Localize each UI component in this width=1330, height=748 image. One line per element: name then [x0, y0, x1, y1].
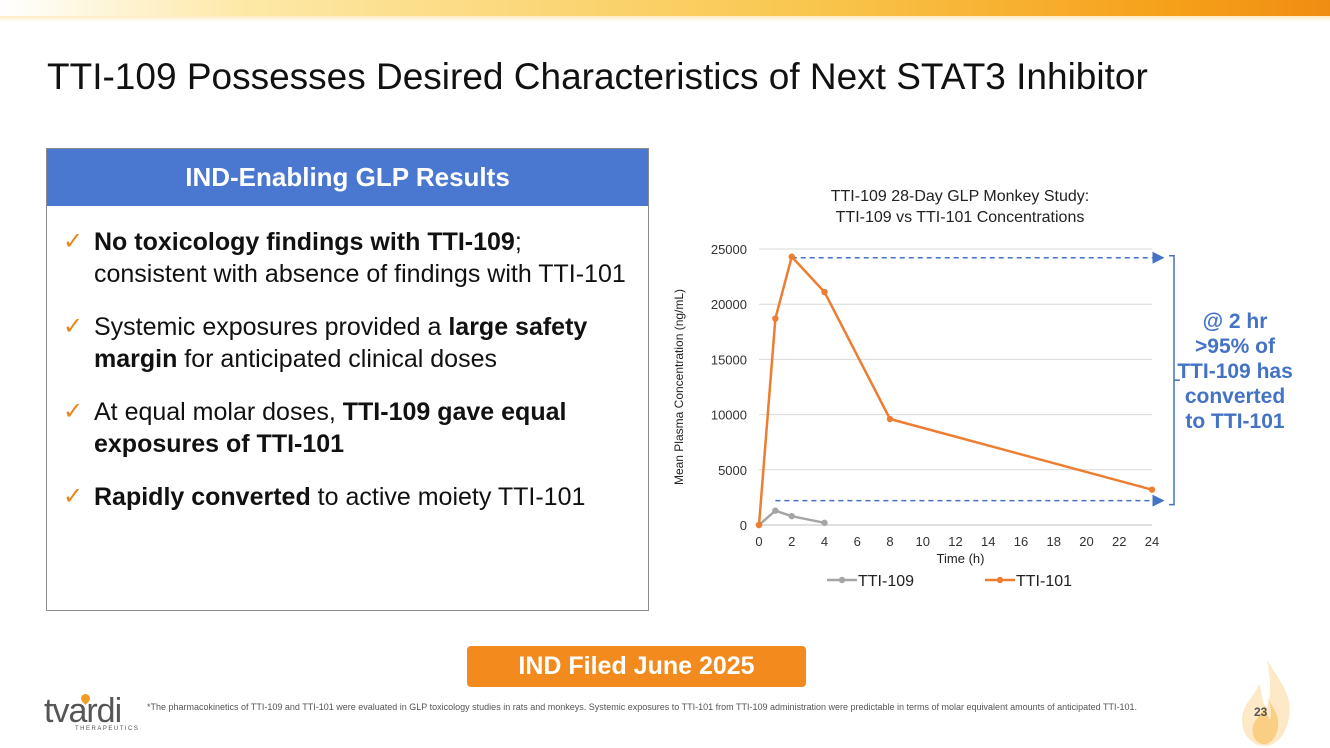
bullet-list: ✓ No toxicology findings with TTI-109; co…	[47, 206, 648, 513]
conversion-callout: @ 2 hr >95% of TTI-109 has converted to …	[1177, 310, 1293, 433]
ind-filed-banner: IND Filed June 2025	[467, 646, 806, 687]
y-tick-label: 0	[740, 518, 747, 533]
series-line-tti-101	[757, 255, 1153, 526]
y-tick-label: 25000	[711, 242, 747, 257]
bullet-text: for anticipated clinical doses	[177, 345, 497, 373]
data-point-tti-109	[788, 512, 795, 520]
y-tick-label: 20000	[711, 297, 747, 312]
bullet-text-bold: No toxicology findings with TTI-109	[94, 228, 515, 256]
top-gradient-band	[0, 0, 1330, 16]
bullet-text-bold: large safety margin	[94, 313, 588, 373]
checkmark-icon: ✓	[63, 313, 84, 340]
checkmark-icon: ✓	[63, 483, 84, 510]
x-tick-label: 14	[981, 534, 995, 549]
bullet-text: Systemic exposures provided a	[94, 313, 449, 341]
bullet-item: ✓ Systemic exposures provided a large saf…	[61, 311, 634, 375]
footnote: *The pharmacokinetics of TTI-109 and TTI…	[147, 702, 1137, 712]
chart-title-line-2: TTI-109 vs TTI-101 Concentrations	[835, 209, 1085, 226]
flame-watermark-icon	[1242, 660, 1290, 746]
x-tick-label: 22	[1112, 534, 1126, 549]
x-tick-label: 8	[886, 534, 893, 549]
bullet-item: ✓ At equal molar doses, TTI-109 gave equa…	[61, 396, 634, 460]
annotations	[775, 251, 1180, 507]
x-tick-label: 4	[821, 534, 828, 549]
legend-marker	[996, 576, 1004, 584]
slide-title: TTI-109 Possesses Desired Characteristic…	[47, 56, 1148, 97]
data-point-tti-101	[755, 521, 763, 529]
data-point-tti-101	[821, 288, 828, 296]
bullet-text: to active moiety TTI-101	[310, 483, 586, 511]
series	[755, 253, 1156, 529]
legend-label: TTI-101	[1016, 573, 1072, 590]
legend-label: TTI-109	[858, 573, 914, 590]
comparison-bracket	[1169, 254, 1175, 506]
y-tick-label: 10000	[711, 408, 747, 423]
bullet-text: At equal molar doses,	[94, 398, 343, 426]
x-tick-label: 0	[755, 534, 762, 549]
data-point-tti-109	[821, 519, 828, 526]
top-gradient-fade	[0, 16, 1330, 22]
bullet-text-bold: TTI-109 gave equal exposures of TTI-101	[94, 398, 567, 458]
panel-header: IND-Enabling GLP Results	[47, 149, 648, 206]
bullet-text: ; consistent with absence of findings wi…	[94, 228, 626, 288]
checkmark-icon: ✓	[63, 228, 84, 255]
x-tick-label: 2	[788, 534, 795, 549]
bullet-item: ✓ No toxicology findings with TTI-109; co…	[61, 226, 634, 290]
results-panel: IND-Enabling GLP Results ✓ No toxicology …	[46, 148, 649, 611]
data-point-tti-101	[772, 315, 779, 322]
series-line-tti-109	[758, 509, 825, 526]
company-logo: tvardi THERAPEUTICS	[44, 692, 140, 736]
page-number: 23	[1254, 705, 1268, 719]
x-tick-label: 12	[948, 534, 962, 549]
grid-lines	[759, 248, 1152, 471]
data-point-tti-101	[788, 253, 795, 260]
data-point-tti-101	[886, 415, 894, 423]
checkmark-icon: ✓	[63, 398, 84, 425]
y-tick-label: 5000	[718, 463, 747, 478]
chart-legend: TTI-109 TTI-101	[827, 573, 1072, 590]
x-axis-title: Time (h)	[937, 551, 985, 566]
data-point-tti-101	[1148, 486, 1156, 493]
y-axis-title: Mean Plasma Concentration (ng/mL)	[672, 289, 686, 485]
data-point-tti-109	[772, 507, 779, 514]
y-tick-label: 15000	[711, 352, 747, 367]
x-tick-label: 24	[1145, 534, 1159, 549]
x-tick-label: 6	[854, 534, 861, 549]
logo-subtitle: THERAPEUTICS	[75, 726, 140, 732]
bullet-text-bold: Rapidly converted	[94, 483, 311, 511]
x-tick-label: 10	[916, 534, 930, 549]
legend-marker	[838, 576, 846, 584]
chart-title-line-1: TTI-109 28-Day GLP Monkey Study:	[830, 188, 1090, 205]
bullet-item: ✓ Rapidly converted to active moiety TTI-…	[61, 481, 634, 513]
x-tick-label: 16	[1014, 534, 1028, 549]
x-tick-label: 20	[1079, 534, 1093, 549]
chart-title: TTI-109 28-Day GLP Monkey Study: TTI-109…	[765, 186, 1155, 228]
x-tick-label: 18	[1047, 534, 1061, 549]
